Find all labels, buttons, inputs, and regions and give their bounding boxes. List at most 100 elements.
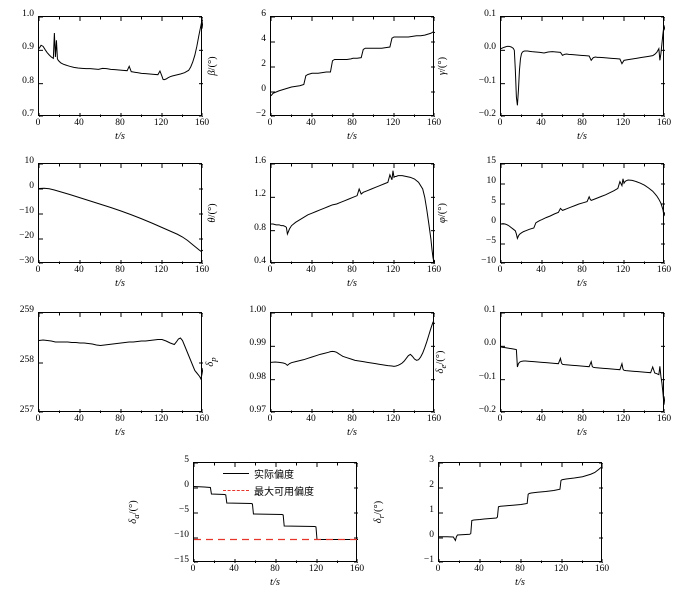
x-axis-label-theta: t/s [347, 278, 357, 289]
x-tick-label: 0 [35, 118, 41, 128]
x-tick-label: 80 [515, 564, 525, 574]
x-axis-label-delta_p: t/s [347, 427, 357, 438]
x-tick-label: 160 [426, 414, 442, 424]
x-tick-label: 80 [577, 414, 587, 424]
y-axis-label-delta_r: δr/(°) [372, 500, 386, 524]
x-tick-label: 160 [426, 265, 442, 275]
plot-area-chi [38, 163, 203, 264]
x-tick-label: 120 [153, 118, 169, 128]
x-tick-label: 120 [615, 118, 631, 128]
legend: 实际偏度 最大可用偏度 [223, 466, 314, 500]
x-tick-label: 80 [115, 414, 125, 424]
plot-area-theta [270, 163, 435, 264]
x-tick-label: 40 [306, 118, 316, 128]
x-tick-label: 80 [115, 265, 125, 275]
x-axis-label-Va: t/s [115, 427, 125, 438]
y-tick-label: 0.99 [249, 338, 266, 349]
plot-area-delta_a [193, 462, 358, 563]
x-tick-label: 40 [536, 118, 546, 128]
y-tick-label: 5 [184, 455, 189, 465]
x-tick-label: 160 [194, 265, 210, 275]
x-tick-label: 40 [74, 265, 84, 275]
y-tick-label: 0 [491, 216, 496, 226]
x-axis-label-beta: t/s [347, 131, 357, 142]
y-tick-label: −30 [19, 256, 34, 266]
y-tick-label: 0.0 [484, 42, 496, 53]
legend-label: 最大可用偏度 [254, 487, 314, 498]
x-tick-label: 40 [306, 414, 316, 424]
x-tick-label: 120 [615, 414, 631, 424]
x-axis-label-alpha: t/s [115, 131, 125, 142]
x-tick-label: 80 [347, 265, 357, 275]
y-tick-label: 0.0 [484, 338, 496, 349]
y-tick-label: −0.1 [478, 371, 496, 382]
y-tick-label: −0.1 [478, 75, 496, 86]
y-tick-label: −10 [481, 256, 496, 266]
y-axis-label-beta: β/(°) [207, 56, 218, 76]
y-tick-label: −5 [485, 236, 496, 246]
x-tick-label: 160 [656, 265, 672, 275]
y-axis-label-delta_a: δa/(°) [127, 500, 141, 524]
y-tick-label: 4 [261, 34, 266, 44]
y-tick-label: −15 [174, 555, 189, 565]
x-tick-label: 40 [536, 265, 546, 275]
y-tick-label: −10 [174, 530, 189, 540]
x-axis-label-phi: t/s [577, 278, 587, 289]
plot-area-Va [38, 312, 203, 413]
y-tick-label: −2 [255, 109, 266, 119]
y-tick-label: 0 [29, 181, 34, 191]
y-tick-label: −0.2 [478, 109, 496, 119]
y-tick-label: 3 [429, 455, 434, 465]
plot-area-delta_p [270, 312, 435, 413]
y-axis-label-gamma: γ/(°) [437, 56, 448, 76]
y-tick-label: 0.7 [22, 109, 34, 119]
y-tick-label: 0.8 [22, 75, 34, 86]
y-axis-label-delta_e: δe/(°) [434, 350, 448, 374]
legend-swatch-dashed [223, 490, 249, 491]
x-axis-label-chi: t/s [115, 278, 125, 289]
x-tick-label: 120 [153, 265, 169, 275]
x-tick-label: 80 [270, 564, 280, 574]
x-tick-label: 40 [536, 414, 546, 424]
x-axis-label-delta_e: t/s [577, 427, 587, 438]
x-tick-label: 0 [435, 564, 441, 574]
x-tick-label: 40 [306, 265, 316, 275]
x-tick-label: 80 [347, 414, 357, 424]
y-tick-label: 0.98 [249, 371, 266, 382]
y-tick-label: 0.8 [254, 222, 266, 233]
x-tick-label: 160 [349, 564, 365, 574]
x-tick-label: 0 [497, 118, 503, 128]
y-tick-label: 5 [491, 196, 496, 206]
legend-item: 最大可用偏度 [223, 483, 314, 498]
x-tick-label: 160 [656, 118, 672, 128]
y-tick-label: −20 [19, 231, 34, 241]
y-tick-label: −0.2 [478, 405, 496, 415]
x-tick-label: 0 [190, 564, 196, 574]
x-axis-label-gamma: t/s [577, 131, 587, 142]
y-tick-label: −5 [178, 505, 189, 515]
x-tick-label: 0 [497, 414, 503, 424]
x-tick-label: 120 [615, 265, 631, 275]
y-tick-label: 1.0 [22, 9, 34, 19]
y-axis-label-theta: θ/(°) [207, 203, 218, 223]
x-tick-label: 160 [194, 414, 210, 424]
x-tick-label: 0 [267, 118, 273, 128]
plot-area-beta [270, 16, 435, 117]
y-tick-label: 0.97 [249, 405, 266, 415]
y-tick-label: 0 [261, 84, 266, 94]
x-tick-label: 120 [153, 414, 169, 424]
x-tick-label: 40 [474, 564, 484, 574]
y-tick-label: 6 [261, 9, 266, 19]
y-tick-label: 1.6 [254, 156, 266, 166]
x-tick-label: 120 [385, 118, 401, 128]
x-tick-label: 120 [385, 265, 401, 275]
y-tick-label: −10 [19, 206, 34, 216]
legend-swatch-solid [223, 473, 249, 474]
x-tick-label: 80 [577, 265, 587, 275]
x-tick-label: 120 [553, 564, 569, 574]
y-tick-label: 10 [486, 176, 497, 186]
plot-area-gamma [500, 16, 665, 117]
x-tick-label: 120 [308, 564, 324, 574]
y-axis-label-delta_p: δp [204, 357, 218, 367]
